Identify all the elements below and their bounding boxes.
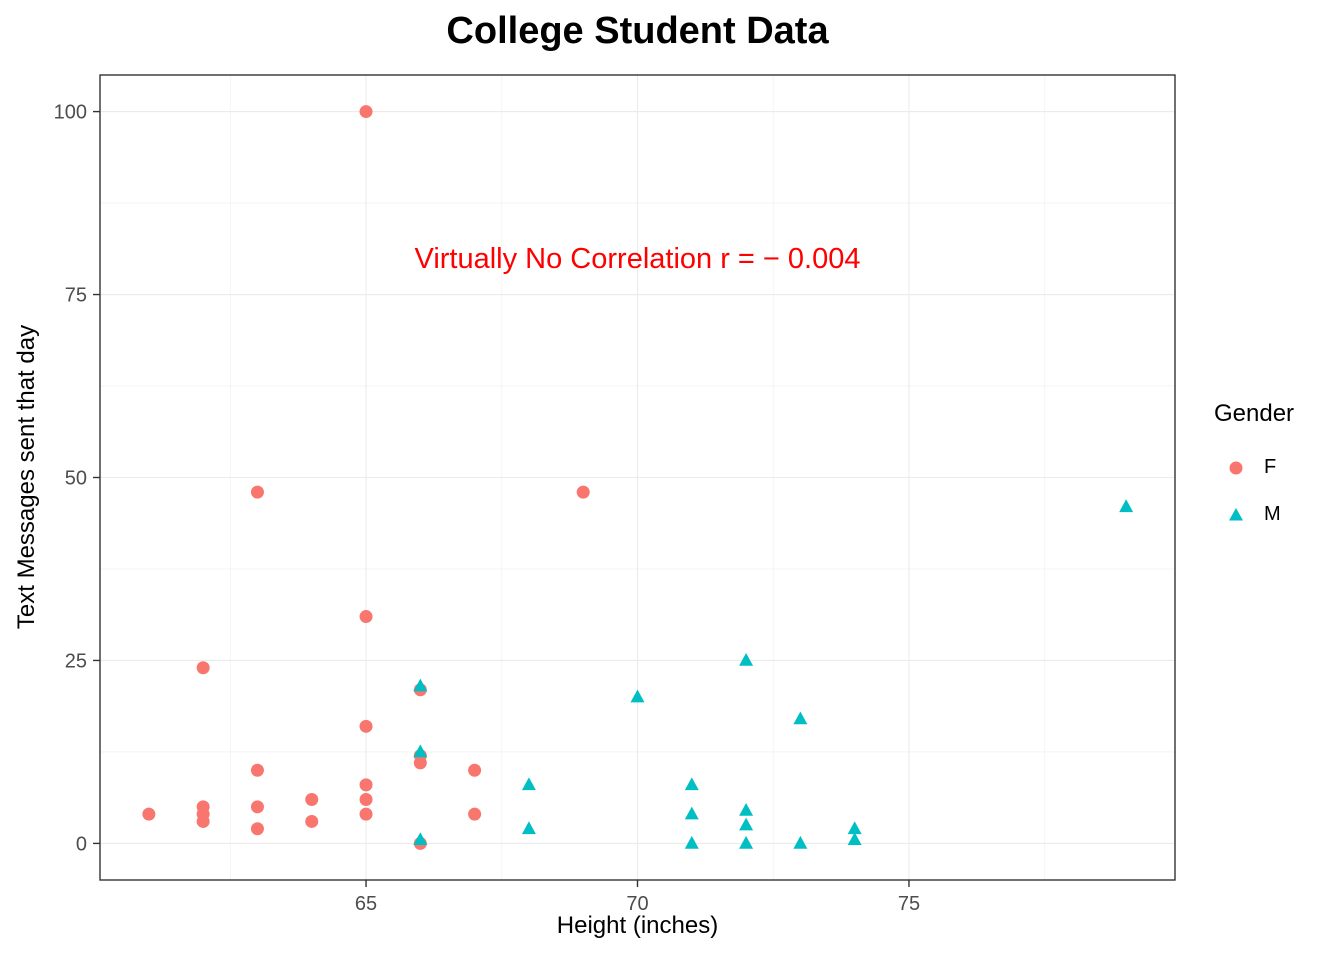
y-tick-label: 50 [65,468,87,490]
data-point-m [739,652,754,666]
x-tick-label: 75 [898,893,920,915]
data-point-f [359,807,373,821]
data-point-m [684,777,699,791]
data-point-f [305,814,319,828]
data-point-m [413,744,428,758]
chart-title: College Student Data [446,10,829,52]
data-point-f [305,793,319,806]
data-point-m [793,835,808,849]
data-point-f [468,763,482,777]
data-point-f [142,807,156,821]
legend-item-f: F [1214,444,1294,491]
legend-title: Gender [1214,400,1295,427]
legend-item-m: M [1214,491,1294,538]
data-point-m [847,832,862,846]
data-point-m [1119,499,1134,513]
data-point-m [413,678,428,692]
legend: Gender F M [1214,400,1294,538]
data-point-f [468,807,482,821]
data-point-f [359,778,373,792]
data-point-m [684,806,699,820]
data-point-m [413,832,428,846]
data-point-m [739,835,754,849]
data-point-f [413,756,427,770]
data-point-m [684,835,699,849]
male-marker-icon [1229,507,1243,520]
annotation: Virtually No Correlation r = − 0.004 [415,243,861,275]
data-point-f [196,661,210,675]
legend-label-m: M [1264,503,1281,525]
data-point-m [847,821,862,835]
data-point-m [739,817,754,831]
data-point-f [359,719,373,733]
data-point-m [521,777,536,791]
y-tick-label: 75 [65,285,87,307]
data-point-f [250,800,264,814]
data-point-f [576,485,590,499]
data-point-f [359,105,373,119]
y-tick-label: 0 [76,833,87,855]
data-point-f [359,793,373,806]
x-tick-label: 65 [355,893,377,915]
data-point-f [250,822,264,836]
legend-label-f: F [1264,456,1277,478]
female-marker-icon [1229,461,1243,474]
x-tick-label: 70 [626,893,648,915]
x-axis-title: Height (inches) [556,912,719,939]
y-axis-title: Text Messages sent that day [13,324,40,630]
gridlines [100,75,1175,880]
data-points [142,105,1134,850]
axes: 65 70 75 0 25 50 75 100 [54,74,1176,915]
y-tick-label: 100 [54,102,87,124]
y-tick-label: 25 [65,650,87,672]
data-point-m [630,689,645,703]
data-point-f [196,814,210,828]
data-point-m [739,802,754,816]
data-point-f [359,610,373,624]
data-point-m [793,711,808,725]
data-point-f [250,485,264,499]
data-point-m [521,821,536,835]
correlation-annotation: Virtually No Correlation r = − 0.004 [415,243,861,275]
data-point-f [250,763,264,777]
